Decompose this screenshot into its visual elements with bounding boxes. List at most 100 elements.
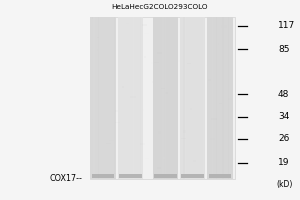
Bar	[105, 143, 108, 145]
Bar	[152, 62, 154, 64]
Bar	[134, 17, 135, 179]
Bar	[153, 34, 158, 35]
Bar	[133, 17, 134, 179]
Bar	[201, 174, 203, 175]
Bar	[181, 138, 186, 139]
Bar	[112, 72, 113, 73]
Bar	[130, 124, 133, 127]
Text: 26: 26	[278, 134, 289, 143]
Bar	[157, 52, 162, 54]
Bar	[130, 96, 136, 98]
Text: 48: 48	[278, 90, 289, 99]
Bar	[97, 37, 99, 38]
Bar	[100, 17, 102, 179]
Bar	[107, 43, 112, 44]
Text: 117: 117	[278, 21, 295, 30]
Bar	[211, 118, 217, 120]
Bar	[96, 56, 100, 58]
Bar	[228, 98, 232, 100]
Bar	[162, 17, 164, 179]
Bar	[201, 38, 205, 40]
Bar	[92, 174, 114, 178]
Bar	[216, 17, 217, 179]
Bar	[218, 164, 220, 166]
Bar	[115, 122, 120, 123]
Bar	[193, 160, 196, 162]
Bar	[97, 49, 98, 51]
Bar	[208, 79, 211, 81]
Bar	[169, 150, 170, 151]
Bar	[232, 137, 233, 139]
Bar	[140, 17, 141, 179]
Bar	[209, 156, 212, 158]
Bar	[115, 52, 116, 54]
Bar	[120, 136, 126, 137]
Text: COX17--: COX17--	[49, 174, 82, 183]
Bar	[118, 17, 143, 179]
Bar	[224, 119, 228, 121]
Bar	[157, 167, 160, 169]
Bar	[210, 138, 214, 140]
Bar	[92, 119, 94, 120]
Bar	[168, 113, 171, 114]
Bar	[185, 17, 186, 179]
Bar	[110, 140, 114, 141]
Bar	[206, 65, 212, 66]
Text: (kD): (kD)	[276, 180, 293, 189]
Bar	[142, 24, 147, 26]
Bar	[176, 60, 181, 62]
Bar	[183, 17, 185, 179]
Bar	[196, 151, 198, 152]
Bar	[98, 17, 99, 179]
Bar	[110, 116, 113, 117]
Bar	[126, 23, 129, 24]
Bar	[222, 17, 224, 179]
Bar	[114, 17, 115, 179]
Bar	[140, 143, 145, 145]
Bar	[174, 140, 176, 141]
Text: HeLaHecG2COLO293COLO: HeLaHecG2COLO293COLO	[111, 4, 208, 10]
Bar	[106, 143, 112, 144]
Text: 85: 85	[278, 45, 290, 54]
Text: 19: 19	[278, 158, 290, 167]
Bar	[187, 63, 191, 64]
Bar	[90, 17, 235, 179]
Bar	[229, 90, 233, 92]
Bar	[164, 17, 165, 179]
Bar	[198, 165, 203, 168]
Bar	[221, 25, 227, 28]
Bar	[190, 108, 192, 110]
Bar	[172, 48, 178, 50]
Bar	[203, 17, 204, 179]
Bar	[132, 95, 137, 96]
Bar	[231, 158, 236, 160]
Bar	[93, 17, 94, 179]
Bar	[180, 17, 206, 179]
Bar	[158, 131, 161, 134]
Bar	[216, 124, 221, 125]
Bar	[115, 173, 116, 174]
Bar	[153, 17, 178, 179]
Bar	[164, 157, 165, 159]
Bar	[183, 130, 186, 133]
Bar	[122, 86, 124, 88]
Bar	[90, 17, 116, 179]
Bar	[165, 92, 168, 94]
Bar	[115, 110, 118, 112]
Bar	[154, 62, 159, 63]
Bar	[125, 70, 128, 72]
Bar	[231, 157, 232, 159]
Bar	[221, 107, 222, 108]
Bar	[182, 174, 204, 178]
Bar	[219, 103, 222, 104]
Bar	[154, 174, 177, 178]
Bar	[143, 56, 146, 58]
Bar	[92, 17, 93, 19]
Bar	[218, 43, 220, 45]
Bar	[228, 17, 229, 179]
Bar	[160, 88, 165, 89]
Bar	[142, 109, 144, 111]
Text: 34: 34	[278, 112, 289, 121]
Bar	[119, 174, 142, 178]
Bar	[209, 174, 232, 178]
